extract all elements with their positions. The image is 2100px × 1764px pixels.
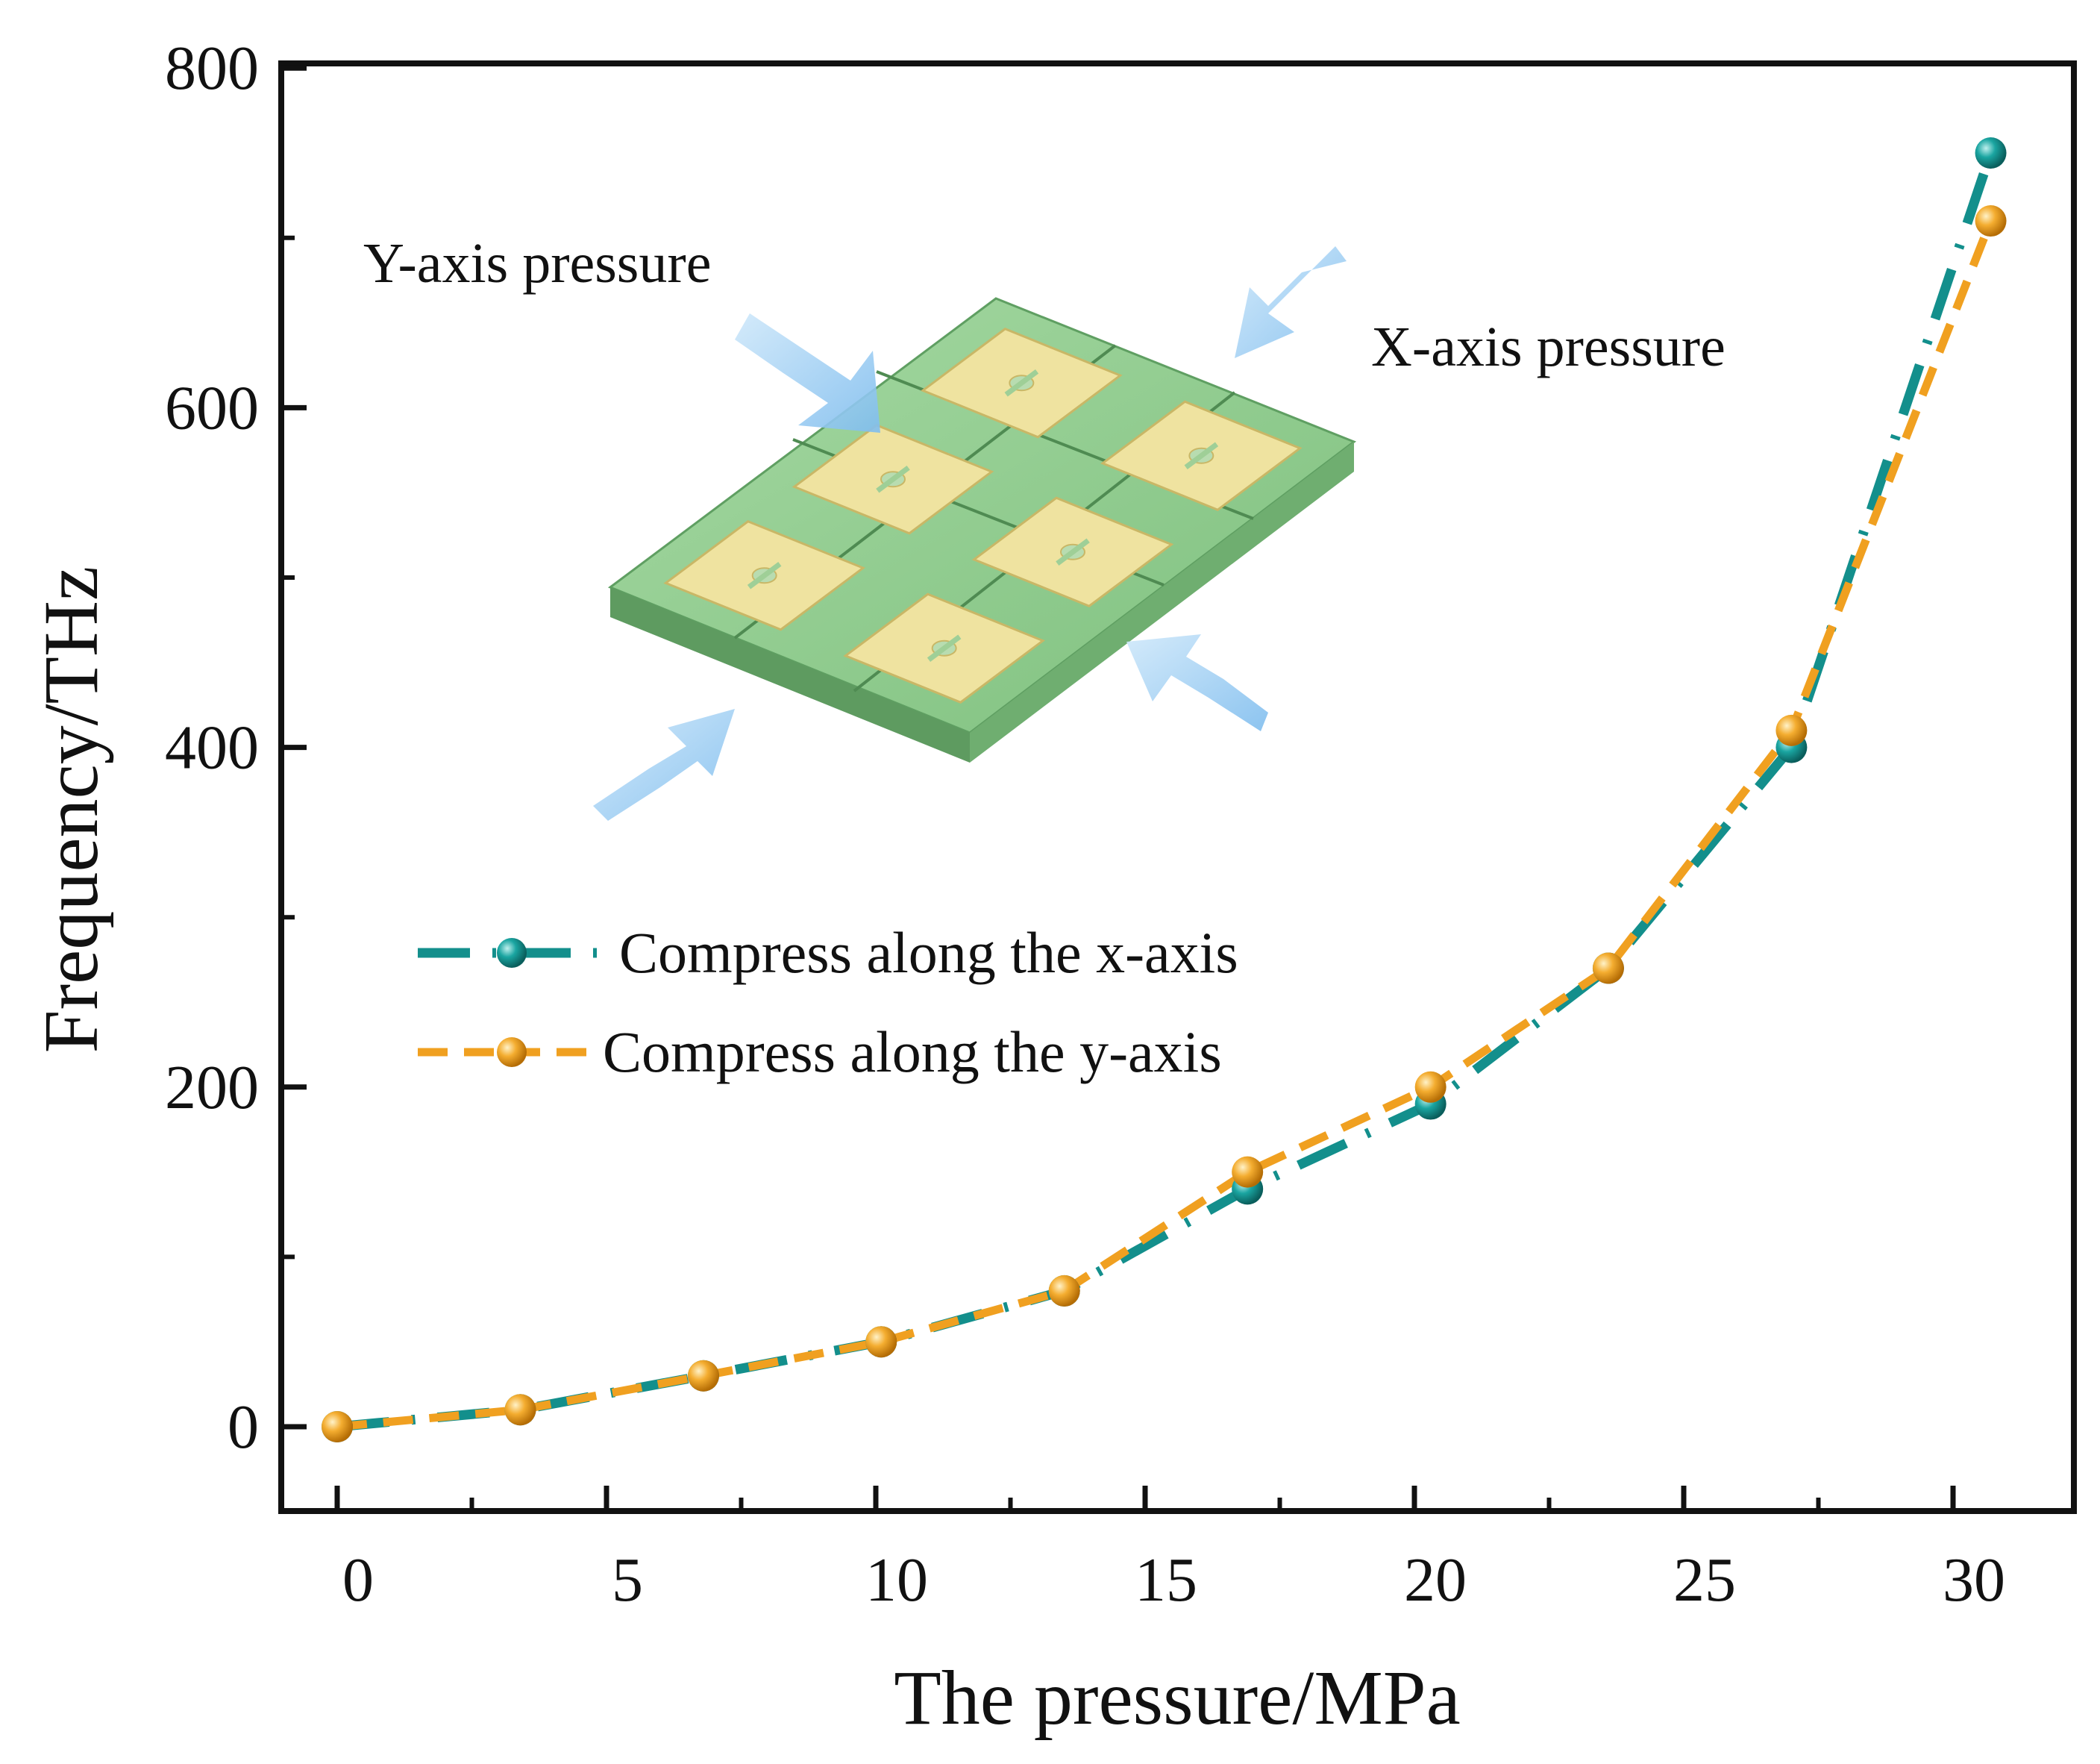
y-axis-title: Frequency/THz: [28, 566, 114, 1054]
series-y-point: [687, 1360, 719, 1392]
arrow-icon: [1235, 246, 1347, 358]
x-tick-label: 5: [612, 1545, 643, 1615]
x-axis-pressure-label: X-axis pressure: [1371, 316, 1726, 378]
legend-y-label: Compress along the y-axis: [603, 1019, 1222, 1084]
legend-y-marker: [497, 1037, 527, 1067]
y-axis-pressure-label: Y-axis pressure: [363, 232, 711, 295]
y-tick-label: 0: [228, 1392, 259, 1462]
resonator-slot: [1056, 538, 1090, 566]
arrow-icon: [735, 313, 880, 433]
x-tick-label: 10: [865, 1545, 928, 1615]
series-y-point: [322, 1411, 353, 1442]
series-y-point: [1975, 205, 2007, 237]
x-tick-label: 15: [1135, 1545, 1197, 1615]
resonator-slot: [747, 561, 782, 589]
series-x-line: [336, 151, 1996, 1432]
x-tick-label: 25: [1673, 1545, 1736, 1615]
arrow-icon: [593, 709, 735, 821]
series-y-point: [1775, 714, 1808, 746]
metasurface-illustration: Y-axis pressure X-axis pressure: [363, 232, 1726, 821]
series-y-point: [1592, 952, 1624, 984]
series-x-point: [1975, 137, 2007, 169]
series-y-point: [504, 1394, 536, 1426]
x-axis-title: The pressure/MPa: [894, 1655, 1461, 1741]
series-y-point: [1048, 1274, 1080, 1307]
y-tick-label: 600: [165, 373, 259, 442]
y-axis-ticks: 0 200 400 600 800: [165, 34, 307, 1462]
series-y-line: [336, 219, 1995, 1431]
legend-x-marker: [497, 938, 527, 968]
x-tick-label: 20: [1404, 1545, 1467, 1615]
legend-x-label: Compress along the x-axis: [619, 920, 1238, 985]
resonator-slot: [876, 465, 910, 493]
x-tick-label: 30: [1943, 1545, 2005, 1615]
resonator-slot: [927, 634, 962, 663]
resonator-slot: [1184, 442, 1219, 470]
legend: Compress along the x-axis Compress along…: [418, 920, 1238, 1084]
resonator-slot: [1004, 369, 1039, 397]
arrow-icon: [1126, 634, 1268, 731]
series-layer: [322, 137, 2007, 1442]
x-tick-label: 0: [342, 1545, 374, 1615]
y-tick-label: 400: [165, 713, 259, 783]
x-axis-ticks: 0 5 10 15 20 25 30: [334, 1486, 2005, 1615]
series-y-point: [1414, 1071, 1447, 1103]
y-tick-label: 800: [165, 34, 259, 103]
y-tick-label: 200: [165, 1053, 259, 1122]
resonator-pattern: [663, 328, 1303, 704]
plot-frame: [278, 60, 2077, 1514]
pressure-arrows: [593, 246, 1347, 821]
series-y-point: [865, 1326, 897, 1358]
series-y-point: [1232, 1156, 1264, 1188]
